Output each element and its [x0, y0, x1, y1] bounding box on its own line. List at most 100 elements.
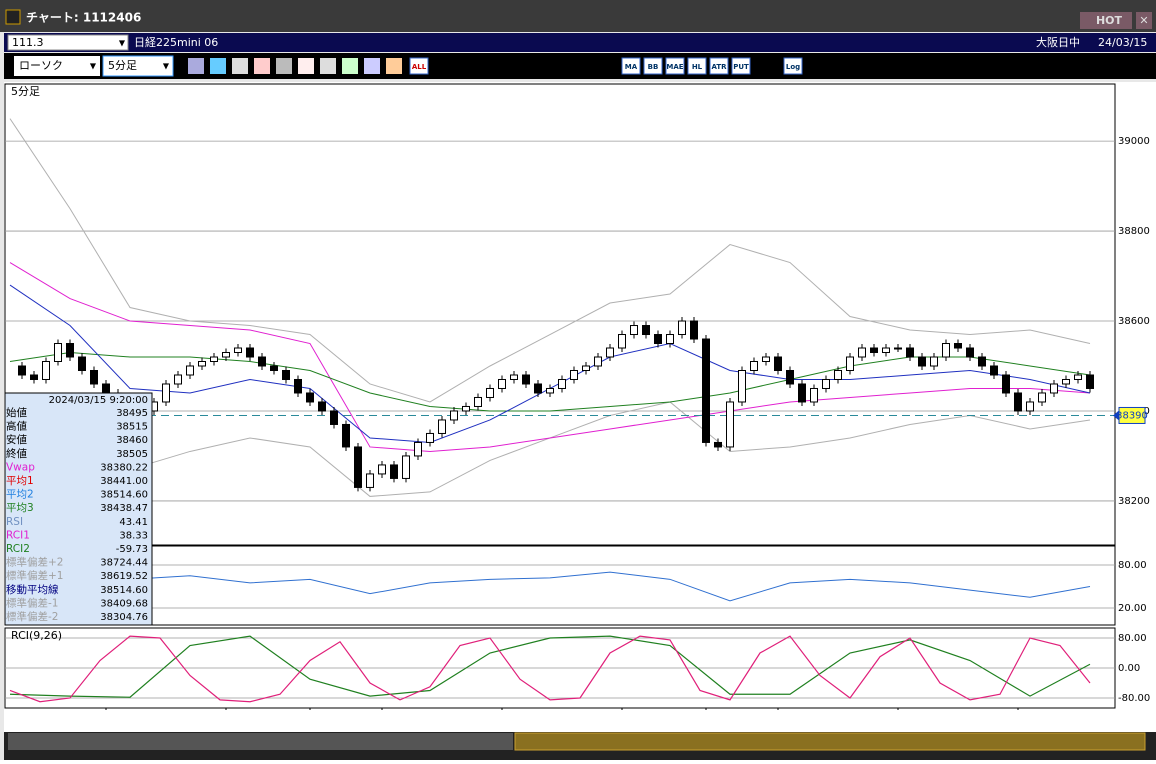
dropdown-arrow: ▼ — [119, 39, 126, 48]
info-label: RCI2 — [6, 543, 30, 555]
candle — [654, 334, 662, 345]
candle — [1062, 378, 1070, 385]
candle — [210, 356, 218, 362]
candle — [486, 387, 494, 398]
candle — [642, 325, 650, 336]
tool-button[interactable] — [687, 57, 707, 75]
info-rows: 2024/03/15 9:20:00 始値 38495 高値 38515 安値 38460 終… — [6, 395, 148, 623]
candle — [474, 396, 482, 407]
info-value: 38460 — [116, 435, 148, 446]
scroll-overview — [8, 733, 513, 750]
interval-select[interactable] — [102, 55, 174, 77]
tool-button[interactable] — [709, 57, 729, 75]
candle — [498, 378, 506, 389]
chart-type-select[interactable] — [14, 56, 100, 76]
candle — [678, 320, 686, 336]
tool-button[interactable] — [409, 57, 429, 75]
chart-type: ローソク — [19, 59, 63, 72]
candle — [738, 369, 746, 403]
candle — [762, 356, 770, 362]
candle — [798, 383, 806, 403]
candle — [186, 365, 194, 376]
candle — [774, 356, 782, 371]
info-label: RCI1 — [6, 529, 30, 541]
candle — [918, 356, 926, 367]
candle — [102, 383, 110, 394]
candle — [258, 356, 266, 367]
tool-button[interactable] — [643, 57, 663, 75]
tool-icon — [276, 58, 292, 74]
candle — [1050, 383, 1058, 394]
candle — [726, 401, 734, 448]
toolbar-icons: ALL MA BB MAE HL ATR PUT Log — [188, 57, 803, 75]
candle — [606, 347, 614, 358]
candle — [510, 374, 518, 380]
close-button[interactable] — [1136, 12, 1152, 29]
candle — [18, 365, 26, 376]
hot-button[interactable] — [1080, 12, 1132, 29]
candle — [402, 455, 410, 479]
dropdown-arrow: ▼ — [90, 62, 97, 71]
main-plot — [5, 118, 1115, 502]
candle — [1014, 392, 1022, 412]
info-panel — [4, 392, 153, 626]
info-value: 38514.60 — [100, 490, 148, 501]
info-value: 38304.76 — [100, 612, 148, 623]
info-value: -59.73 — [116, 544, 148, 555]
scroll-thumb[interactable] — [514, 732, 1146, 751]
info-datetime: 2024/03/15 9:20:00 — [49, 395, 148, 406]
candle — [450, 410, 458, 421]
candle — [318, 401, 326, 412]
info-label: 始値 — [6, 406, 27, 419]
candle — [618, 334, 626, 349]
price-tag — [1118, 406, 1146, 424]
tool-button[interactable] — [665, 57, 685, 75]
indicator-line — [9, 635, 1091, 698]
dropdown-arrow: ▼ — [163, 62, 170, 71]
info-value: 38515 — [116, 422, 148, 433]
candle — [306, 392, 314, 403]
y-tick-label: 80.00 — [1118, 560, 1147, 571]
candle — [846, 356, 854, 371]
candle — [42, 360, 50, 380]
tool-button[interactable] — [731, 57, 751, 75]
symbol-bar — [4, 33, 1156, 52]
info-value: 38514.60 — [100, 585, 148, 596]
tool-button[interactable] — [783, 57, 803, 75]
info-value: 38724.44 — [100, 558, 148, 569]
info-label: 終値 — [6, 447, 27, 460]
tool-icon — [298, 58, 314, 74]
candle — [354, 446, 362, 488]
candle — [162, 383, 170, 403]
candle — [174, 374, 182, 385]
code-input[interactable] — [7, 34, 129, 51]
candle — [750, 360, 758, 371]
info-value: 43.41 — [119, 517, 148, 528]
tool-button-label: PUT — [733, 63, 749, 71]
tool-button[interactable] — [621, 57, 641, 75]
candle — [1002, 374, 1010, 394]
tool-icon — [342, 58, 358, 74]
y-tick-label: 20.00 — [1118, 603, 1147, 614]
candle — [426, 432, 434, 443]
title-bar — [0, 0, 1156, 32]
candle — [1038, 392, 1046, 403]
info-value: 38438.47 — [100, 503, 148, 514]
candle — [246, 347, 254, 358]
date: 24/03/15 — [1098, 36, 1147, 49]
market: 大阪日中 — [1036, 35, 1080, 49]
rsi-plot — [5, 564, 1115, 609]
hot-label: HOT — [1096, 14, 1123, 27]
candle — [786, 369, 794, 385]
candle — [558, 378, 566, 389]
y-tick-label: 80.00 — [1118, 633, 1147, 644]
candle — [30, 374, 38, 380]
candle — [882, 347, 890, 354]
candle — [54, 343, 62, 362]
price-tag-label: 38390 — [1116, 410, 1148, 421]
tool-button-label: ALL — [412, 63, 427, 71]
y-tick-label: 38600 — [1118, 316, 1150, 327]
y-tick-label: 38200 — [1118, 496, 1150, 507]
main-panel — [4, 83, 1116, 546]
